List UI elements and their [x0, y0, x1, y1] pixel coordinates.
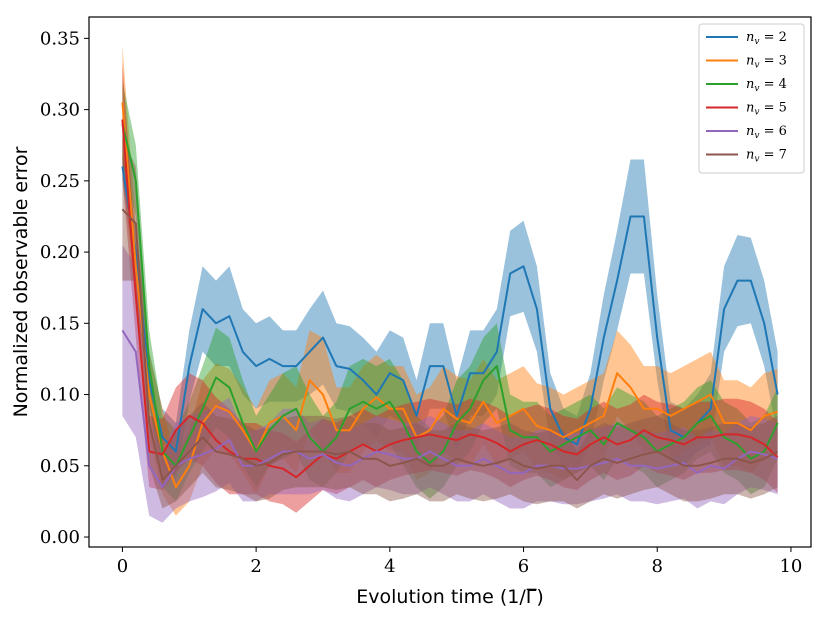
legend-entry-4: nv = 5 [746, 101, 787, 118]
y-axis-title: Normalized observable error [10, 146, 32, 417]
plot-frame [88, 16, 812, 548]
legend-entry-5: nv = 6 [746, 124, 787, 141]
y-tick-label: 0.25 [40, 171, 80, 192]
legend-entry-2: nv = 3 [746, 54, 787, 71]
legend-entry-1: nv = 2 [746, 30, 787, 47]
series-line-6 [121, 208, 779, 481]
series-line-2 [121, 102, 778, 489]
error-band-3 [122, 81, 778, 502]
x-tick-label: 4 [384, 556, 395, 577]
y-tick-label: 0.15 [40, 313, 80, 334]
y-tick-label: 0.30 [40, 100, 80, 121]
y-tick-label: 0.35 [40, 28, 80, 49]
y-tick-label: 0.05 [40, 456, 80, 477]
y-tick-label: 0.10 [40, 385, 80, 406]
error-band-6 [122, 138, 778, 509]
legend: nv = 2 nv = 3 nv = 4 nv = 5 nv = 6 nv = 7 [698, 23, 805, 174]
x-tick-label: 8 [652, 556, 663, 577]
legend-entry-6: nv = 7 [746, 148, 787, 165]
y-tick-label: 0.20 [40, 242, 80, 263]
x-tick-label: 10 [779, 556, 802, 577]
x-tick-label: 2 [250, 556, 261, 577]
error-band-1 [122, 152, 778, 481]
y-axis: 0.00 0.05 0.10 0.15 0.20 0.25 0.30 0.35 [40, 28, 89, 548]
series-lines [121, 102, 779, 489]
legend-entry-3: nv = 4 [746, 77, 787, 94]
x-axis-title: Evolution time (1/Γ̅) [356, 586, 544, 608]
x-tick-label: 0 [117, 556, 128, 577]
series-line-4 [121, 119, 779, 479]
error-band-4 [122, 62, 778, 513]
error-band-2 [122, 45, 778, 516]
series-line-3 [121, 123, 779, 467]
x-tick-label: 6 [518, 556, 529, 577]
y-tick-label: 0.00 [40, 527, 80, 548]
x-axis: 0 2 4 6 8 10 [117, 547, 802, 577]
error-bands [122, 45, 778, 523]
